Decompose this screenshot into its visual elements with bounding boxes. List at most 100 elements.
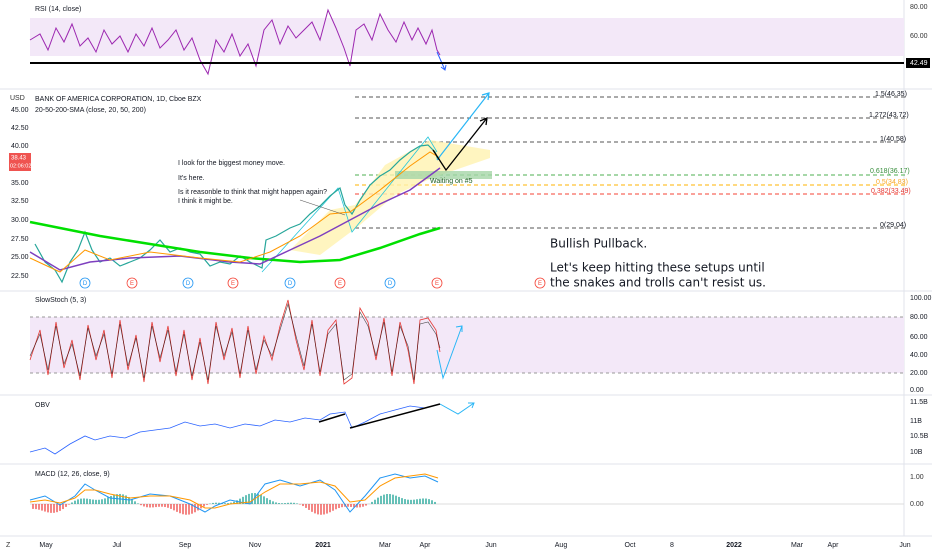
time-label: May (39, 542, 53, 549)
histogram-bar (320, 504, 322, 515)
histogram-bar (176, 504, 178, 512)
histogram-bar (137, 503, 139, 504)
axis-label: 60.00 (910, 334, 928, 341)
histogram-bar (62, 504, 64, 509)
event-label: E (231, 281, 235, 287)
histogram-bar (416, 499, 418, 504)
waiting-note: Waiting on #5 (430, 178, 473, 185)
histogram-bar (71, 502, 73, 504)
time-label: 2022 (726, 542, 742, 549)
axis-label: 32.50 (11, 198, 29, 205)
panel-label: OBV (35, 402, 50, 409)
histogram-bar (392, 495, 394, 504)
histogram-bar (89, 499, 91, 504)
axis-label: 10B (910, 449, 923, 456)
event-label: E (435, 281, 439, 287)
axis-label: 10.5B (910, 433, 929, 440)
time-label: Nov (249, 542, 262, 549)
time-label: Sep (179, 542, 192, 549)
axis-label: 42.50 (11, 125, 29, 132)
histogram-bar (50, 504, 52, 513)
histogram-bar (404, 499, 406, 504)
histogram-bar (35, 504, 37, 509)
histogram-bar (314, 504, 316, 513)
fib-label: 0.618(36.17) (870, 168, 910, 175)
time-label: 8 (670, 542, 674, 549)
rsi-band (30, 18, 904, 56)
histogram-bar (386, 494, 388, 504)
histogram-bar (338, 504, 340, 508)
fib-label: 1(40.58) (880, 136, 906, 143)
histogram-bar (380, 496, 382, 504)
histogram-bar (134, 501, 136, 504)
histogram-bar (407, 500, 409, 504)
histogram-bar (53, 504, 55, 513)
histogram-bar (350, 504, 352, 507)
histogram-bar (92, 500, 94, 504)
value-marker-text: 42.49 (910, 60, 928, 67)
histogram-bar (326, 504, 328, 514)
note: I look for the biggest money move. (178, 160, 285, 167)
event-label: E (130, 281, 134, 287)
histogram-bar (413, 500, 415, 504)
histogram-bar (167, 504, 169, 508)
panel-label: SlowStoch (5, 3) (35, 297, 86, 304)
histogram-bar (389, 494, 391, 504)
histogram-bar (263, 496, 265, 504)
axis-label: 25.00 (11, 254, 29, 261)
histogram-bar (329, 504, 331, 512)
histogram-bar (434, 502, 436, 504)
axis-label: 1.00 (910, 474, 924, 481)
axis-label: 30.00 (11, 217, 29, 224)
histogram-bar (113, 495, 115, 504)
currency: USD (10, 95, 25, 102)
histogram-bar (56, 504, 58, 512)
histogram-bar (398, 497, 400, 504)
axis-label: 35.00 (11, 180, 29, 187)
histogram-bar (335, 504, 337, 509)
histogram-bar (275, 502, 277, 504)
event-label: E (338, 281, 342, 287)
panel-label: RSI (14, close) (35, 6, 81, 13)
histogram-bar (341, 504, 343, 507)
histogram-bar (431, 500, 433, 504)
fib-label: 0(29.04) (880, 222, 906, 229)
histogram-bar (158, 504, 160, 507)
event-label: D (83, 281, 88, 287)
histogram-bar (428, 499, 430, 504)
histogram-bar (287, 503, 289, 504)
histogram-bar (140, 504, 142, 505)
fib-label: 0.5(34.83) (876, 179, 908, 186)
message: the snakes and trolls can't resist us. (550, 276, 766, 290)
panel-label: MACD (12, 26, close, 9) (35, 471, 110, 478)
time-label: Jun (899, 542, 910, 549)
histogram-bar (110, 496, 112, 504)
note: It's here. (178, 175, 205, 182)
histogram-bar (104, 498, 106, 504)
histogram-bar (77, 499, 79, 504)
axis-label: 11.5B (910, 399, 928, 406)
histogram-bar (194, 504, 196, 512)
histogram-bar (290, 503, 292, 504)
histogram-bar (164, 504, 166, 507)
headline: Bullish Pullback. (550, 237, 647, 251)
histogram-bar (308, 504, 310, 510)
axis-label: 80.00 (910, 4, 928, 11)
histogram-bar (170, 504, 172, 509)
histogram-bar (383, 495, 385, 504)
histogram-bar (68, 504, 70, 505)
histogram-bar (278, 503, 280, 504)
event-label: E (538, 281, 542, 287)
histogram-bar (152, 504, 154, 507)
histogram-bar (74, 501, 76, 504)
histogram-bar (374, 500, 376, 504)
time-label: Oct (625, 542, 636, 549)
histogram-bar (401, 498, 403, 504)
histogram-bar (362, 504, 364, 507)
histogram-bar (161, 504, 163, 507)
axis-label: 20.00 (910, 370, 928, 377)
histogram-bar (323, 504, 325, 514)
histogram-bar (365, 504, 367, 506)
time-label: Apr (420, 542, 432, 549)
